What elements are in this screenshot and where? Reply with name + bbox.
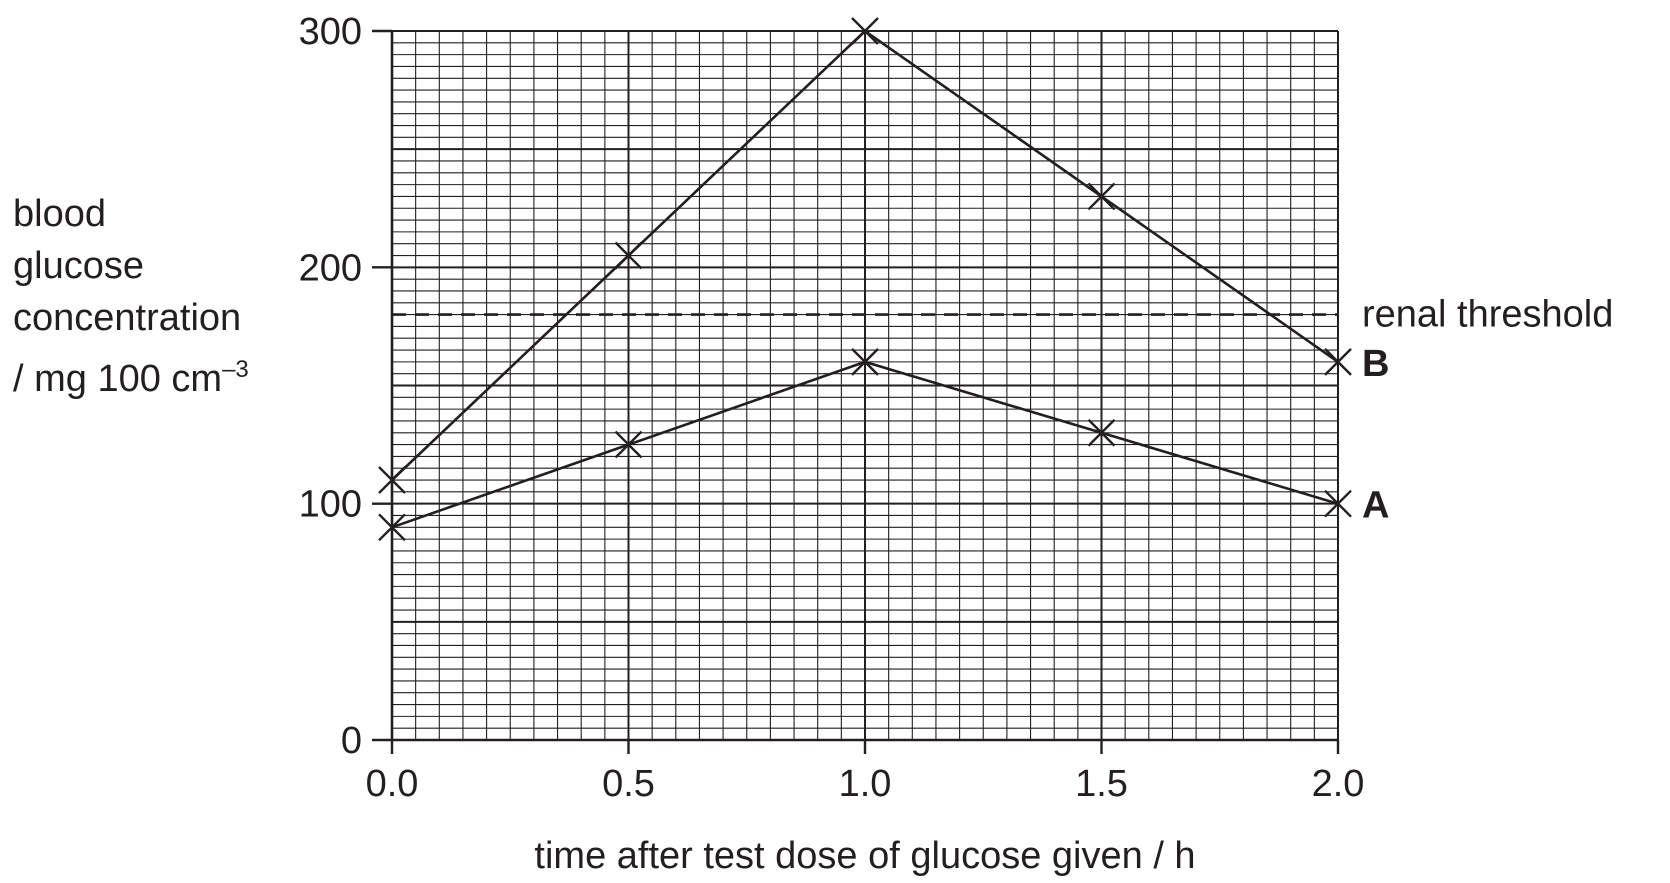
y-axis-unit-text: / mg 100 cm (13, 358, 223, 400)
series-a-point (378, 513, 406, 542)
series-a-label: A (1362, 485, 1389, 527)
renal-threshold: renal threshold (392, 294, 1613, 336)
y-axis-unit-exponent: –3 (222, 356, 249, 383)
ticks: 0 100 200 300 0.0 0.5 1.0 1.5 2.0 (299, 11, 1365, 805)
renal-threshold-label: renal threshold (1362, 294, 1613, 336)
y-tick-label: 0 (341, 720, 362, 762)
series-a-point (1087, 418, 1116, 447)
x-tick-label: 0.0 (366, 763, 419, 805)
y-axis-label-unit: / mg 100 cm–3 (13, 344, 249, 405)
y-axis-label-line-3: concentration (13, 297, 242, 339)
x-tick-label: 1.5 (1075, 763, 1128, 805)
series-a-point (851, 348, 879, 376)
x-axis-title: time after test dose of glucose given / … (534, 835, 1195, 877)
x-tick-label: 2.0 (1312, 763, 1365, 805)
x-tick-label: 0.5 (602, 763, 655, 805)
y-tick-label: 300 (299, 11, 362, 53)
y-tick-label: 100 (299, 484, 362, 526)
x-tick-label: 1.0 (839, 763, 892, 805)
series-b-label: B (1362, 343, 1389, 385)
series-a-point (1324, 489, 1352, 518)
series-b-point (1324, 348, 1352, 376)
series-b-point (1087, 182, 1116, 211)
series-b-point (378, 466, 406, 494)
series-a-point (614, 430, 643, 459)
y-axis-label-line-1: blood (13, 193, 106, 235)
series-layer: AB (378, 17, 1389, 542)
series-b-point (614, 241, 643, 270)
y-tick-label: 200 (299, 247, 362, 289)
y-axis-label-line-2: glucose (13, 245, 144, 287)
series-b-point (851, 17, 879, 45)
